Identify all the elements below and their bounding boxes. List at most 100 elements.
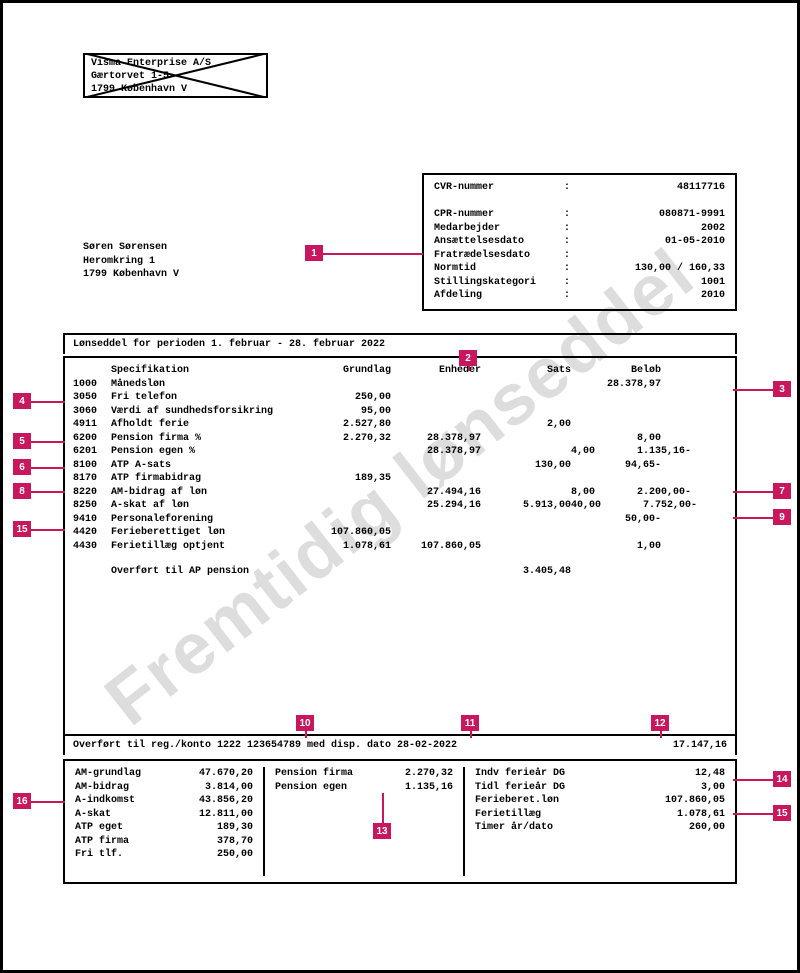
summary-row: ATP eget189,30 [75,821,253,835]
transfer-text: Overført til reg./konto 1222 123654789 m… [73,740,457,751]
recipient-addr2: 1799 København V [83,268,179,282]
callout-line [31,401,65,403]
summary-row: Indv ferieår DG12,48 [475,767,725,781]
info-row: Ansættelsesdato:01-05-2010 [434,235,725,249]
callout-line [733,389,773,391]
spec-row: 8220AM-bidrag af løn27.494,168,00 2.200,… [73,486,727,500]
spec-footer-row: Overført til AP pension 3.405,48 [73,565,727,579]
callout-line [382,793,384,823]
callout-line [733,779,773,781]
sender-company-box: Visma Enterprise A/S Gærtorvet 1-5 1799 … [83,53,268,98]
summary-row: Pension egen1.135,16 [275,781,453,795]
info-value: 48117716 [574,181,725,195]
info-row: CPR-nummer:080871-9991 [434,208,725,222]
info-row: Afdeling:2010 [434,289,725,303]
spec-row: 3060Værdi af sundhedsforsikring95,00 [73,405,727,419]
company-addr1: Gærtorvet 1-5 [91,70,260,83]
info-value: 2002 [574,222,725,236]
info-row: CVR-nummer:48117716 [434,181,725,195]
callout-badge: 11 [461,715,479,731]
callout-line [31,467,65,469]
spec-header-row: Specifikation Grundlag Enheder Sats Belø… [73,364,727,378]
callout-line [470,731,472,738]
info-value [574,249,725,263]
callout-line [733,813,773,815]
payslip-document: Fremtidig lønseddel Visma Enterprise A/S… [0,0,800,973]
callout-line [31,441,65,443]
info-label: Stillingskategori [434,276,564,290]
info-value: 080871-9991 [574,208,725,222]
spec-row: 6200Pension firma %2.270,3228.378,978,00 [73,432,727,446]
callout-badge: 7 [773,483,791,499]
info-row [434,195,725,209]
callout-line [733,517,773,519]
summary-row: A-indkomst43.856,20 [75,794,253,808]
info-label: CVR-nummer [434,181,564,195]
period-header: Lønseddel for perioden 1. februar - 28. … [63,333,737,354]
summary-box: AM-grundlag47.670,20AM-bidrag3.814,00A-i… [63,759,737,884]
info-label: Medarbejder [434,222,564,236]
info-value: 01-05-2010 [574,235,725,249]
callout-badge: 8 [13,483,31,499]
callout-line [305,731,307,738]
callout-line [31,529,65,531]
spec-row: 8100ATP A-sats130,0094,65- [73,459,727,473]
employee-info-box: CVR-nummer:48117716 CPR-nummer:080871-99… [422,173,737,311]
info-value: 130,00 / 160,33 [574,262,725,276]
callout-badge: 16 [13,793,31,809]
info-row: Medarbejder:2002 [434,222,725,236]
crossout-icon [83,53,268,98]
info-label: CPR-nummer [434,208,564,222]
callout-badge: 15 [13,521,31,537]
recipient-addr1: Heromkring 1 [83,255,179,269]
spec-row: 4420Ferieberettiget løn107.860,05 [73,526,727,540]
summary-row: ATP firma378,70 [75,835,253,849]
recipient-name: Søren Sørensen [83,241,179,255]
spec-row: 1000Månedsløn28.378,97 [73,378,727,392]
summary-col-c: Indv ferieår DG12,48Tidl ferieår DG3,00F… [465,767,735,876]
summary-row: Ferieberet.løn107.860,05 [475,794,725,808]
spec-row: 3050Fri telefon250,00 [73,391,727,405]
summary-row: Fri tlf.250,00 [75,848,253,862]
callout-badge: 6 [13,459,31,475]
callout-badge: 14 [773,771,791,787]
callout-line [468,366,470,371]
callout-badge: 3 [773,381,791,397]
summary-row: AM-grundlag47.670,20 [75,767,253,781]
callout-badge: 12 [651,715,669,731]
callout-badge: 10 [296,715,314,731]
callout-badge: 1 [305,245,323,261]
info-row: Stillingskategori:1001 [434,276,725,290]
summary-row: AM-bidrag3.814,00 [75,781,253,795]
callout-badge: 15 [773,805,791,821]
info-label: Ansættelsesdato [434,235,564,249]
spec-row: 8250A-skat af løn25.294,165.913,0040,00 … [73,499,727,513]
summary-row: Tidl ferieår DG3,00 [475,781,725,795]
summary-row: A-skat12.811,00 [75,808,253,822]
recipient-block: Søren Sørensen Heromkring 1 1799 Københa… [83,241,179,282]
spec-row: 9410Personaleforening50,00- [73,513,727,527]
callout-badge: 9 [773,509,791,525]
callout-line [31,801,65,803]
callout-line [733,491,773,493]
summary-col-b: Pension firma2.270,32Pension egen1.135,1… [265,767,465,876]
spec-row: 8170ATP firmabidrag189,35 [73,472,727,486]
callout-badge: 4 [13,393,31,409]
summary-row: Timer år/dato260,00 [475,821,725,835]
summary-row: Ferietillæg1.078,61 [475,808,725,822]
spec-row: 4430Ferietillæg optjent1.078,61107.860,0… [73,540,727,554]
summary-row: Pension firma2.270,32 [275,767,453,781]
info-value: 2010 [574,289,725,303]
callout-badge: 5 [13,433,31,449]
spec-row: 6201Pension egen %28.378,974,00 1.135,16… [73,445,727,459]
callout-line [323,253,423,255]
summary-col-a: AM-grundlag47.670,20AM-bidrag3.814,00A-i… [65,767,265,876]
info-label: Afdeling [434,289,564,303]
info-label: Fratrædelsesdato [434,249,564,263]
callout-line [660,731,662,738]
callout-badge: 13 [373,823,391,839]
callout-badge: 2 [459,350,477,366]
info-row: Normtid:130,00 / 160,33 [434,262,725,276]
spec-row: 4911Afholdt ferie2.527,802,00 [73,418,727,432]
info-value: 1001 [574,276,725,290]
